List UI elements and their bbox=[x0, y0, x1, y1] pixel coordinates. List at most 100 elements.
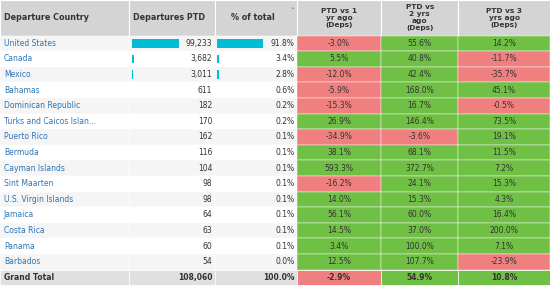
Text: 0.1%: 0.1% bbox=[276, 148, 295, 157]
Bar bbox=[0, 0, 129, 36]
Bar bbox=[297, 82, 381, 98]
Bar bbox=[297, 269, 381, 285]
Bar bbox=[214, 82, 297, 98]
Text: 0.1%: 0.1% bbox=[276, 195, 295, 204]
Text: 54.9%: 54.9% bbox=[406, 273, 433, 282]
Text: 3,011: 3,011 bbox=[191, 70, 212, 79]
Bar bbox=[458, 82, 550, 98]
Text: 64: 64 bbox=[202, 210, 212, 219]
Text: Sint Maarten: Sint Maarten bbox=[4, 179, 53, 188]
Text: Cayman Islands: Cayman Islands bbox=[4, 164, 65, 173]
Bar bbox=[458, 113, 550, 129]
Bar bbox=[297, 192, 381, 207]
Text: 0.1%: 0.1% bbox=[276, 242, 295, 251]
Bar bbox=[129, 51, 214, 67]
Text: 14.5%: 14.5% bbox=[327, 226, 351, 235]
Bar bbox=[132, 54, 134, 63]
Bar bbox=[129, 113, 214, 129]
Bar bbox=[381, 51, 458, 67]
Bar bbox=[458, 129, 550, 145]
Bar bbox=[214, 223, 297, 238]
Bar bbox=[214, 207, 297, 223]
Text: Panama: Panama bbox=[4, 242, 35, 251]
Text: PTD vs
2 yrs
ago
(Deps): PTD vs 2 yrs ago (Deps) bbox=[405, 4, 434, 31]
Bar bbox=[132, 39, 179, 48]
Text: 10.8%: 10.8% bbox=[491, 273, 517, 282]
Bar bbox=[297, 254, 381, 269]
Text: -0.5%: -0.5% bbox=[493, 101, 515, 110]
Text: 0.2%: 0.2% bbox=[276, 117, 295, 126]
Bar bbox=[214, 129, 297, 145]
Text: -11.7%: -11.7% bbox=[491, 54, 518, 63]
Text: -3.6%: -3.6% bbox=[409, 132, 431, 141]
Bar bbox=[0, 145, 129, 160]
Text: 63: 63 bbox=[202, 226, 212, 235]
Text: 170: 170 bbox=[198, 117, 212, 126]
Text: 7.1%: 7.1% bbox=[494, 242, 514, 251]
Bar bbox=[381, 98, 458, 113]
Text: 116: 116 bbox=[198, 148, 212, 157]
Bar bbox=[129, 176, 214, 192]
Bar bbox=[458, 145, 550, 160]
Bar bbox=[297, 223, 381, 238]
Text: % of total: % of total bbox=[231, 13, 275, 22]
Bar bbox=[297, 145, 381, 160]
Text: 611: 611 bbox=[198, 86, 212, 95]
Bar bbox=[214, 36, 297, 51]
Text: 14.2%: 14.2% bbox=[492, 39, 516, 48]
Text: 4.3%: 4.3% bbox=[494, 195, 514, 204]
Text: Puerto Rico: Puerto Rico bbox=[4, 132, 48, 141]
Text: -3.0%: -3.0% bbox=[328, 39, 350, 48]
Text: -15.3%: -15.3% bbox=[326, 101, 353, 110]
Bar bbox=[0, 207, 129, 223]
Text: 38.1%: 38.1% bbox=[327, 148, 351, 157]
Text: 372.7%: 372.7% bbox=[405, 164, 434, 173]
Text: -12.0%: -12.0% bbox=[326, 70, 353, 79]
Text: 12.5%: 12.5% bbox=[327, 257, 351, 266]
Bar bbox=[458, 238, 550, 254]
Text: 60: 60 bbox=[202, 242, 212, 251]
Bar bbox=[214, 254, 297, 269]
Text: Jamaica: Jamaica bbox=[4, 210, 34, 219]
Bar bbox=[0, 98, 129, 113]
Bar bbox=[214, 67, 297, 82]
Bar bbox=[381, 129, 458, 145]
Bar bbox=[129, 160, 214, 176]
Bar bbox=[0, 192, 129, 207]
Bar bbox=[297, 129, 381, 145]
Bar bbox=[458, 207, 550, 223]
Text: 40.8%: 40.8% bbox=[408, 54, 432, 63]
Bar bbox=[297, 113, 381, 129]
Text: Grand Total: Grand Total bbox=[4, 273, 54, 282]
Bar bbox=[297, 207, 381, 223]
Text: -2.9%: -2.9% bbox=[327, 273, 351, 282]
Bar bbox=[214, 192, 297, 207]
Text: Dominican Republic: Dominican Republic bbox=[4, 101, 80, 110]
Bar bbox=[381, 238, 458, 254]
Text: Mexico: Mexico bbox=[4, 70, 30, 79]
Text: 55.6%: 55.6% bbox=[408, 39, 432, 48]
Bar bbox=[458, 254, 550, 269]
Bar bbox=[458, 36, 550, 51]
Bar bbox=[297, 238, 381, 254]
Text: 98: 98 bbox=[202, 195, 212, 204]
Text: 19.1%: 19.1% bbox=[492, 132, 516, 141]
Bar bbox=[458, 192, 550, 207]
Text: 16.7%: 16.7% bbox=[408, 101, 432, 110]
Text: PTD vs 3
yrs ago
(Deps): PTD vs 3 yrs ago (Deps) bbox=[486, 8, 522, 28]
Text: Departure Country: Departure Country bbox=[4, 13, 89, 22]
Bar bbox=[129, 129, 214, 145]
Bar bbox=[458, 176, 550, 192]
Bar bbox=[297, 0, 381, 36]
Text: 24.1%: 24.1% bbox=[408, 179, 432, 188]
Text: -16.2%: -16.2% bbox=[326, 179, 353, 188]
Text: U.S. Virgin Islands: U.S. Virgin Islands bbox=[4, 195, 73, 204]
Bar bbox=[381, 113, 458, 129]
Text: 162: 162 bbox=[198, 132, 212, 141]
Bar bbox=[381, 145, 458, 160]
Bar bbox=[381, 254, 458, 269]
Text: Bahamas: Bahamas bbox=[4, 86, 40, 95]
Text: 168.0%: 168.0% bbox=[405, 86, 434, 95]
Text: -5.9%: -5.9% bbox=[328, 86, 350, 95]
Bar bbox=[129, 223, 214, 238]
